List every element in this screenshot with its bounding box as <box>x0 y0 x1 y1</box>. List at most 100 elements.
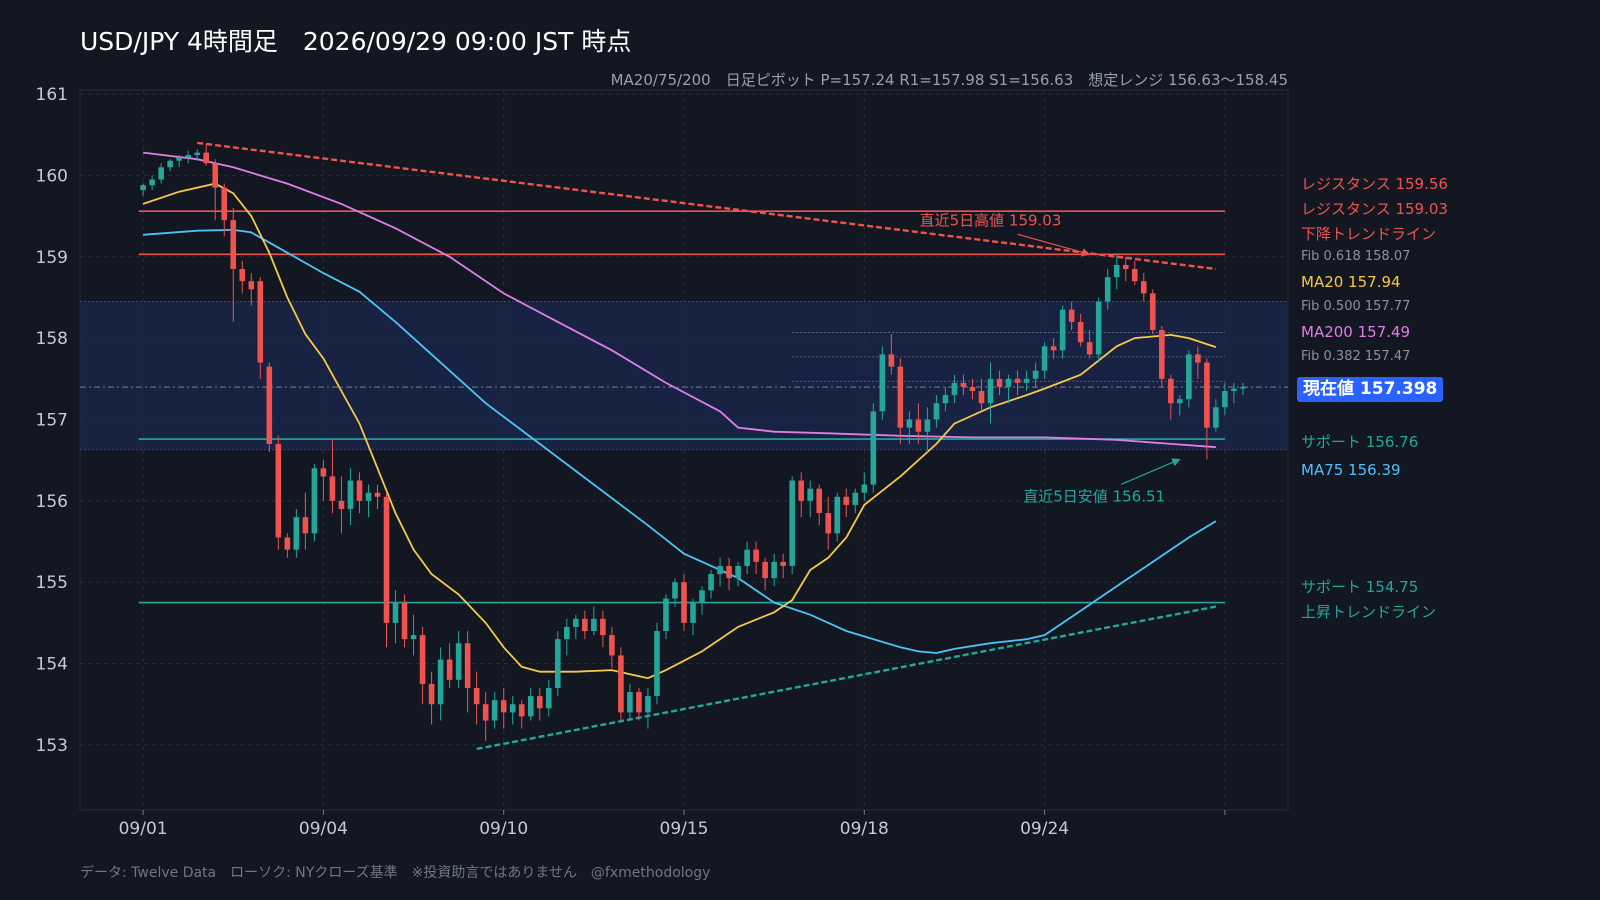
candle-down <box>816 484 823 526</box>
candle-body <box>1222 391 1228 408</box>
candle-up <box>1005 374 1012 404</box>
candle-up <box>167 159 173 172</box>
x-tick-label: 09/01 <box>119 819 168 839</box>
candle-down <box>1068 301 1075 330</box>
candle-up <box>861 472 868 501</box>
candle-up <box>365 484 372 518</box>
candle-body <box>1140 281 1147 294</box>
y-tick-label: 153 <box>36 736 68 756</box>
candle-down <box>1195 346 1201 379</box>
ma200-label: MA200 157.49 <box>1301 323 1411 341</box>
x-tick-label: 09/10 <box>479 819 528 839</box>
fib-0382-label: Fib 0.382 157.47 <box>1301 349 1411 364</box>
candle-down <box>482 692 489 741</box>
candle-body <box>383 496 390 623</box>
candle-up <box>194 149 200 161</box>
candle-up <box>627 683 633 721</box>
ma75-line <box>143 228 1217 654</box>
candle-body <box>1095 301 1102 355</box>
candle-down <box>1050 338 1057 359</box>
candle-body <box>1041 346 1048 371</box>
candle-down <box>212 159 219 221</box>
candle-up <box>663 594 669 640</box>
candle-up <box>1032 362 1039 387</box>
candle-body <box>257 281 264 363</box>
support-label-1: サポート 156.76 <box>1301 433 1419 451</box>
chart-subtitle: MA20/75/200 日足ピボット P=157.24 R1=157.98 S1… <box>610 71 1288 89</box>
y-tick-label: 159 <box>36 248 68 268</box>
candle-body <box>1186 354 1192 400</box>
candle-up <box>933 395 940 428</box>
fib-0500-label: Fib 0.500 157.77 <box>1301 299 1411 314</box>
candle-up <box>545 679 552 717</box>
candle-down <box>401 594 408 648</box>
candle-body <box>879 354 886 412</box>
candle-up <box>942 386 949 412</box>
candle-down <box>753 541 759 575</box>
candle-body <box>861 484 868 493</box>
candle-down <box>464 631 471 713</box>
range-band <box>80 301 1288 450</box>
candle-down <box>383 492 390 648</box>
candle-body <box>915 419 922 432</box>
candle-body <box>1104 277 1111 302</box>
candle-body <box>194 152 200 156</box>
ma20-label: MA20 157.94 <box>1301 273 1401 291</box>
candle-body <box>771 561 777 579</box>
candle-down <box>302 492 309 550</box>
candle-up <box>410 614 417 656</box>
candle-body <box>852 492 859 505</box>
candle-body <box>374 492 381 497</box>
candle-body <box>437 659 444 705</box>
candle-down <box>609 626 615 668</box>
candle-down <box>798 472 804 518</box>
candle-up <box>491 692 498 729</box>
candle-body <box>266 366 273 444</box>
x-tick-label: 09/18 <box>840 819 889 839</box>
candle-body <box>1213 407 1219 428</box>
candle-down <box>1122 256 1129 282</box>
candle-body <box>401 602 408 640</box>
candle-body <box>726 565 732 579</box>
candle-down <box>1158 325 1165 387</box>
candle-body <box>464 643 471 688</box>
candle-down <box>915 403 922 444</box>
candle-body <box>906 419 913 428</box>
candle-up <box>1186 350 1192 408</box>
candle-body <box>518 704 525 717</box>
candle-body <box>843 496 850 505</box>
candle-up <box>347 468 354 526</box>
candle-down <box>1077 313 1084 347</box>
candle-down <box>338 476 345 534</box>
candle-body <box>1240 386 1246 389</box>
candle-up <box>987 362 994 424</box>
candle-body <box>167 160 173 168</box>
candle-body <box>527 696 534 717</box>
candle-body <box>690 602 696 623</box>
candle-body <box>888 354 895 367</box>
candle-body <box>960 382 967 387</box>
candle-body <box>536 696 543 709</box>
candle-up <box>591 606 597 636</box>
candle-body <box>239 268 246 282</box>
candle-body <box>428 683 435 705</box>
candle-up <box>951 374 958 404</box>
uptrend-label: 上昇トレンドライン <box>1301 603 1437 621</box>
candle-up <box>672 578 678 607</box>
candle-body <box>1113 264 1120 278</box>
candle-body <box>1231 388 1237 392</box>
candle-down <box>1086 330 1093 359</box>
candle-down <box>1140 273 1147 302</box>
candle-body <box>482 704 489 721</box>
candle-down <box>428 671 435 725</box>
candle-body <box>509 704 516 713</box>
candle-body <box>870 411 877 485</box>
candle-up <box>654 622 660 705</box>
candle-body <box>149 179 155 186</box>
candle-up <box>699 586 705 615</box>
candle-down <box>960 374 967 396</box>
candle-down <box>275 435 282 550</box>
candle-down <box>636 687 642 721</box>
candle-down <box>843 488 850 518</box>
